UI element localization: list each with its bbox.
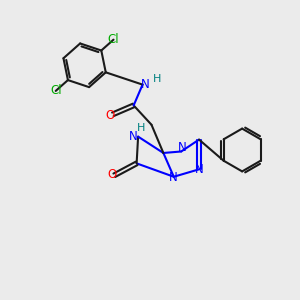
Text: N: N (141, 77, 150, 91)
Text: N: N (195, 164, 204, 176)
Text: O: O (105, 109, 115, 122)
Text: Cl: Cl (108, 33, 119, 46)
Text: N: N (169, 171, 178, 184)
Text: O: O (107, 168, 117, 181)
Text: H: H (137, 123, 145, 133)
Text: N: N (128, 130, 137, 142)
Text: H: H (153, 74, 162, 84)
Text: N: N (177, 141, 186, 154)
Text: Cl: Cl (50, 84, 62, 98)
